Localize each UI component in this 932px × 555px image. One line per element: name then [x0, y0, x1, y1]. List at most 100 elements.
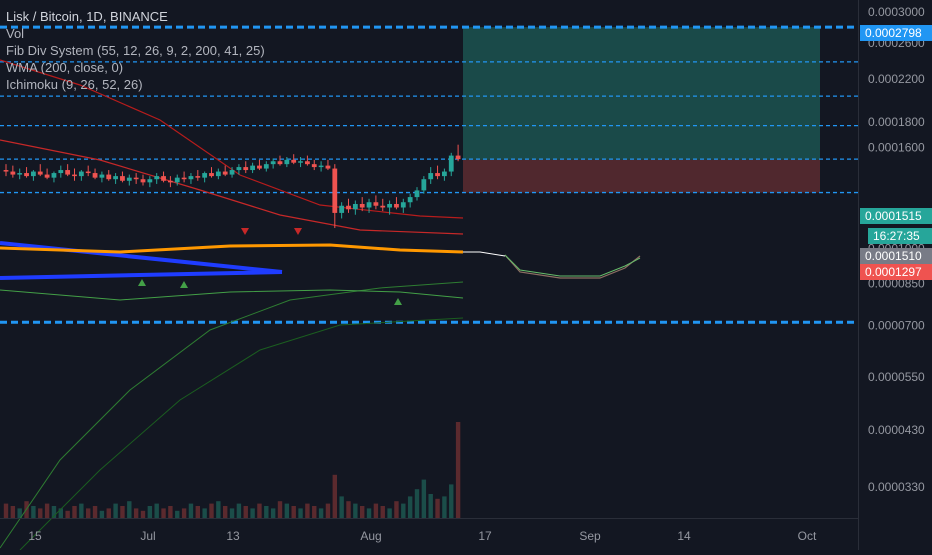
volume-bar [455, 422, 461, 518]
candle-body[interactable] [24, 173, 29, 177]
wma-line[interactable] [0, 243, 464, 254]
candle-body[interactable] [106, 174, 112, 180]
candle-body[interactable] [394, 203, 399, 208]
candle-body[interactable] [181, 177, 187, 180]
candle-body[interactable] [168, 180, 173, 183]
candle-body[interactable] [17, 173, 23, 175]
candle-body[interactable] [236, 167, 242, 171]
candle-body[interactable] [277, 161, 283, 165]
candle-body[interactable] [346, 205, 351, 210]
candle-body[interactable] [65, 170, 71, 175]
candle-body[interactable] [318, 165, 324, 168]
volume-bar [298, 508, 303, 518]
trend-line[interactable] [0, 241, 283, 274]
candle-body[interactable] [188, 176, 194, 180]
volume-bar [3, 503, 9, 518]
candle-body[interactable] [133, 177, 139, 180]
indicator-ichimoku[interactable]: Ichimoku (9, 26, 52, 26) [6, 77, 143, 92]
candle-body[interactable] [387, 203, 392, 208]
price-axis-label: 0.0000850 [868, 277, 925, 291]
candle-body[interactable] [44, 174, 50, 178]
candle-body[interactable] [442, 171, 447, 177]
volume-bar [346, 501, 351, 518]
candle-body[interactable] [359, 203, 365, 208]
candle-body[interactable] [414, 190, 420, 198]
volume-bar [140, 510, 146, 518]
candle-body[interactable] [195, 176, 201, 178]
candle-body[interactable] [229, 170, 235, 175]
candle-body[interactable] [209, 173, 214, 177]
candle-body[interactable] [298, 161, 303, 163]
candle-body[interactable] [58, 170, 64, 174]
candle-body[interactable] [72, 174, 77, 177]
candle-body[interactable] [147, 179, 153, 183]
price-tag[interactable] [860, 248, 932, 264]
indicator-fib-div[interactable]: Fib Div System (55, 12, 26, 9, 2, 200, 4… [6, 43, 265, 58]
price-tag[interactable] [868, 228, 932, 244]
candle-body[interactable] [113, 176, 118, 180]
candle-body[interactable] [202, 173, 208, 178]
candle-body[interactable] [305, 161, 310, 165]
candle-body[interactable] [257, 165, 262, 169]
candle-body[interactable] [352, 203, 358, 210]
time-axis-label: Jul [140, 529, 155, 543]
candle-body[interactable] [455, 155, 461, 160]
candle-body[interactable] [270, 161, 276, 165]
volume-bar [229, 508, 235, 518]
candle-body[interactable] [373, 202, 379, 206]
candle-body[interactable] [243, 167, 249, 171]
candle-body[interactable] [120, 176, 125, 181]
price-tag[interactable] [860, 264, 932, 280]
indicator-wma[interactable]: WMA (200, close, 0) [6, 60, 124, 75]
candle-body[interactable] [291, 159, 297, 163]
volume-bar [339, 496, 344, 518]
candle-body[interactable] [325, 165, 331, 169]
volume-bar [188, 503, 194, 518]
candle-body[interactable] [99, 174, 105, 178]
target-zone[interactable] [463, 27, 820, 160]
indicator-volume[interactable]: Vol [6, 26, 25, 41]
candle-body[interactable] [78, 171, 84, 177]
price-tag[interactable] [860, 25, 932, 41]
symbol-title[interactable]: Lisk / Bitcoin, 1D, BINANCE [6, 9, 168, 24]
candle-body[interactable] [400, 202, 406, 208]
volume-bar [44, 503, 50, 518]
candle-body[interactable] [92, 173, 98, 178]
candle-body[interactable] [284, 159, 290, 165]
candle-body[interactable] [31, 171, 36, 177]
candle-body[interactable] [380, 205, 386, 208]
candle-body[interactable] [51, 173, 57, 178]
candle-body[interactable] [3, 170, 9, 172]
candle-body[interactable] [10, 171, 16, 175]
stop-zone[interactable] [463, 159, 820, 193]
upper-band-line [0, 59, 464, 219]
candle-body[interactable] [126, 177, 132, 181]
candle-body[interactable] [311, 164, 317, 168]
candle-body[interactable] [332, 168, 338, 213]
candle-body[interactable] [339, 205, 345, 213]
candle-body[interactable] [85, 171, 91, 174]
price-axis-label: 0.0003000 [868, 5, 925, 19]
candle-body[interactable] [428, 173, 434, 180]
price-tag[interactable] [860, 208, 932, 224]
candle-body[interactable] [263, 164, 269, 169]
candle-body[interactable] [435, 173, 440, 177]
candle-body[interactable] [37, 171, 43, 175]
sell-signal-icon [241, 228, 249, 235]
trend-line[interactable] [0, 270, 283, 280]
candle-body[interactable] [407, 197, 413, 203]
candle-body[interactable] [421, 179, 427, 191]
candle-body[interactable] [154, 176, 160, 180]
candle-body[interactable] [222, 171, 228, 175]
candle-body[interactable] [174, 177, 180, 183]
candle-body[interactable] [366, 202, 372, 208]
candle-body[interactable] [250, 165, 255, 171]
candle-body[interactable] [161, 176, 166, 181]
price-tag-label: 0.0001510 [865, 249, 922, 263]
candle-body[interactable] [140, 179, 146, 183]
candle-body[interactable] [448, 155, 454, 172]
candle-body[interactable] [215, 171, 221, 177]
ichimoku-line [463, 251, 506, 257]
